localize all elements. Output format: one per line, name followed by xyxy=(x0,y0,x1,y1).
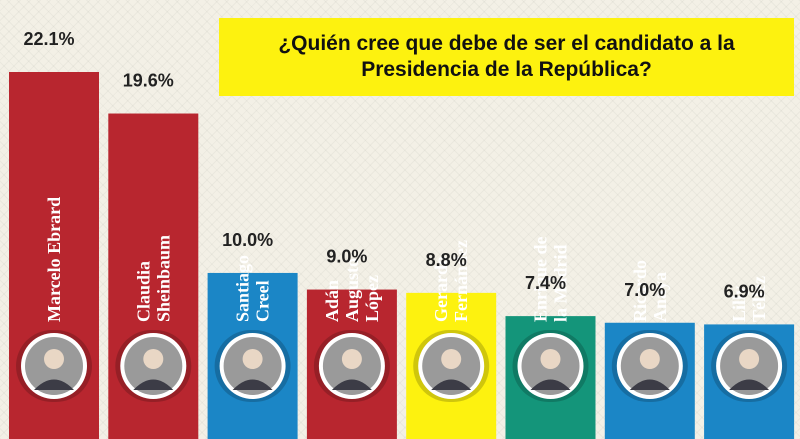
value-label: 7.4% xyxy=(525,273,566,293)
title-box: ¿Quién cree que debe de ser el candidato… xyxy=(219,18,794,96)
avatar-body-icon xyxy=(133,379,174,390)
bar-name-line: Santiago xyxy=(233,255,253,322)
bar-name-line: Gerardo xyxy=(431,256,451,322)
bar-name-line: Adán xyxy=(322,280,342,322)
avatar-body-icon xyxy=(629,379,670,390)
bar-name-line: Anaya xyxy=(650,272,670,322)
avatar-body-icon xyxy=(431,379,472,390)
bar-group: Marcelo Ebrard 22.1% xyxy=(9,29,99,439)
bar-name-line: Creel xyxy=(253,280,273,322)
avatar-head-icon xyxy=(143,349,164,369)
bar-name-label: RicardoAnaya xyxy=(630,260,670,322)
bar-name-line: Augusto xyxy=(342,258,362,322)
chart-title: ¿Quién cree que debe de ser el candidato… xyxy=(278,32,735,81)
avatar-head-icon xyxy=(341,349,362,369)
bar-name-line: Téllez xyxy=(749,276,769,322)
value-label: 19.6% xyxy=(123,71,174,91)
bar-name-line: la Madrid xyxy=(551,244,571,322)
bar-name-label: LillyTéllez xyxy=(729,276,769,322)
avatar-head-icon xyxy=(242,349,263,369)
bar-name-line: Marcelo Ebrard xyxy=(44,197,64,322)
bar-name-line: Lilly xyxy=(729,286,749,322)
bar-group: ClaudiaSheinbaum 19.6% xyxy=(108,71,199,439)
bar-name-label: ClaudiaSheinbaum xyxy=(133,235,173,322)
bar-group: SantiagoCreel 10.0% xyxy=(207,230,298,439)
avatar-body-icon xyxy=(331,379,372,390)
value-label: 9.0% xyxy=(326,247,367,267)
bar-name-line: Sheinbaum xyxy=(153,235,173,322)
bar-name-label: GerardoFernández xyxy=(431,240,471,322)
avatar-head-icon xyxy=(739,349,760,369)
avatar-body-icon xyxy=(530,379,571,390)
bar-name-label: AdánAugustoLópez xyxy=(322,258,382,322)
value-label: 7.0% xyxy=(624,280,665,300)
bar-name-line: Ricardo xyxy=(630,260,650,322)
avatar-head-icon xyxy=(441,349,462,369)
avatar-head-icon xyxy=(639,349,660,369)
avatar-head-icon xyxy=(44,349,64,369)
bar-name-label: Enrique dela Madrid xyxy=(531,236,571,322)
bar-name-line: Fernández xyxy=(451,240,471,322)
bar-name-label: SantiagoCreel xyxy=(233,255,273,322)
bar-name-line: López xyxy=(362,275,382,322)
bar-name-line: Claudia xyxy=(133,261,153,322)
avatar-body-icon xyxy=(729,379,770,390)
avatar-head-icon xyxy=(540,349,561,369)
bar-name-line: Enrique de xyxy=(531,236,551,322)
value-label: 8.8% xyxy=(426,250,467,270)
value-label: 6.9% xyxy=(724,281,765,301)
value-label: 10.0% xyxy=(222,230,273,250)
value-label: 22.1% xyxy=(23,29,74,49)
bar-name-label: Marcelo Ebrard xyxy=(44,197,64,322)
avatar-body-icon xyxy=(34,379,74,390)
avatar-body-icon xyxy=(232,379,273,390)
